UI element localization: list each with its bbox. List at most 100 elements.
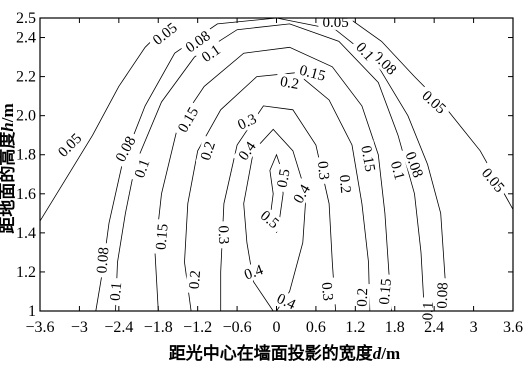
- contour-label-group: 0.2: [353, 283, 372, 311]
- y-axis-ticks: 1 1.2 1.4 1.6 1.8 2.0 2.2 2.4 2.5: [16, 10, 513, 320]
- y-tick-label: 2.5: [16, 10, 36, 27]
- contour-label-group: 0.08: [433, 277, 452, 313]
- contour-label-group: 0.3: [318, 277, 337, 306]
- contour-label-backdrop: [353, 283, 371, 311]
- contour-label: 0.2: [187, 270, 205, 290]
- contour-label-backdrop: [336, 169, 355, 199]
- x-tick-label: 0.6: [306, 319, 326, 336]
- contour-label-backdrop: [318, 277, 337, 306]
- contour-label-backdrop: [238, 259, 269, 285]
- y-tick-label: 2.2: [16, 69, 36, 86]
- contour-label: 0.4: [242, 262, 266, 284]
- contour-label: 0.2: [198, 140, 219, 163]
- x-tick-label: 1.8: [385, 319, 405, 336]
- contour-label-group: 0.05: [318, 13, 353, 31]
- y-tick-label: 1.4: [16, 225, 36, 242]
- contour-label-backdrop: [51, 127, 88, 163]
- contour-label-backdrop: [314, 156, 333, 185]
- contour-label-group: 0.05: [51, 127, 88, 163]
- contour-label: 0.2: [336, 174, 354, 194]
- contour-label-group: 0.1: [106, 277, 126, 306]
- y-tick-label: 1: [28, 303, 36, 320]
- contour-label-group: 0.1: [386, 155, 410, 186]
- contour-label-group: 0.5: [272, 163, 294, 193]
- x-tick-label: −2.4: [104, 319, 133, 336]
- contour-label-group: 0.2: [185, 265, 205, 294]
- contour-label: 0.1: [387, 160, 407, 182]
- contour-label-backdrop: [215, 221, 233, 249]
- contour-label-backdrop: [287, 178, 316, 210]
- contour-label: 0.08: [435, 282, 452, 309]
- contour-label: 0.15: [153, 223, 171, 251]
- x-tick-label: 0: [273, 319, 281, 336]
- contour-line-0-2: [184, 72, 371, 312]
- contour-label-backdrop: [416, 84, 453, 120]
- contour-label-group: 0.15: [357, 140, 380, 177]
- contour-label-backdrop: [232, 135, 262, 167]
- contour-label-backdrop: [350, 35, 381, 67]
- contour-label-backdrop: [146, 16, 184, 51]
- contour-label-group: 0.3: [314, 156, 333, 185]
- contour-line-0-15: [154, 46, 392, 312]
- contour-label-backdrop: [185, 265, 204, 294]
- contour-label: 0.2: [355, 288, 372, 307]
- contour-label-group: 0.2: [336, 169, 355, 199]
- contour-label: 0.4: [274, 291, 298, 314]
- contour-label: 0.15: [377, 278, 395, 306]
- contour-line-0-3: [220, 105, 336, 312]
- contour-label: 0.08: [94, 247, 112, 275]
- x-axis-title: 距光中心在墙面投影的宽度d/m: [169, 343, 400, 363]
- contour-label-group: 0.15: [172, 100, 204, 139]
- contour-label-group: 0.2: [195, 135, 220, 167]
- contour-label: 0.5: [275, 168, 294, 189]
- contour-label-backdrop: [254, 204, 286, 234]
- y-tick-label: 2.4: [16, 30, 36, 47]
- x-tick-label: −1.2: [183, 319, 212, 336]
- contour-label-group: 0.2: [275, 72, 305, 93]
- y-tick-label: 2.0: [16, 108, 36, 125]
- contour-label-group: 0.05: [416, 84, 453, 120]
- contour-label-backdrop: [195, 135, 220, 167]
- contour-lines: [39, 17, 514, 312]
- contour-label-group: 0.08: [401, 145, 428, 184]
- x-axis-ticks: −3.6 −3 −2.4 −1.8 −1.2 −0.6 0 0.6 1.2 1.8 2.4 3 3.6: [25, 18, 523, 336]
- contour-line-0-1: [115, 23, 425, 312]
- contour-label-backdrop: [375, 273, 395, 310]
- contour-label-group: 0.3: [215, 221, 233, 249]
- contour-label: 0.15: [357, 144, 377, 173]
- contour-label: 0.3: [235, 111, 259, 133]
- x-tick-label: 3: [470, 319, 478, 336]
- contour-label-group: 0.4: [238, 259, 269, 285]
- contour-label-backdrop: [152, 218, 171, 255]
- contour-label-group: 0.08: [92, 242, 113, 279]
- contour-label-backdrop: [357, 140, 380, 177]
- contour-label-group: 0.15: [293, 60, 332, 85]
- y-tick-label: 1.6: [16, 186, 36, 203]
- contour-label-group: 0.15: [152, 218, 172, 255]
- contour-line-0-4: [243, 128, 307, 312]
- contour-label-backdrop: [129, 153, 154, 184]
- contour-label-group: 0.5: [254, 204, 286, 234]
- contour-label-backdrop: [172, 100, 204, 139]
- contour-labels: 0.05 0.050.050.050.050.080.080.080.080.08…: [51, 13, 511, 325]
- contour-label-backdrop: [106, 277, 125, 306]
- x-tick-label: 1.2: [345, 319, 365, 336]
- contour-label-group: 0.05: [476, 161, 511, 199]
- contour-label: 0.2: [279, 74, 300, 93]
- contour-label: 0.1: [108, 282, 126, 302]
- contour-label-backdrop: [433, 277, 451, 313]
- y-tick-label: 1.8: [16, 147, 36, 164]
- contour-label-backdrop: [195, 38, 227, 68]
- contour-label: 0.05: [322, 15, 348, 31]
- contour-label-backdrop: [270, 288, 302, 315]
- contour-label-group: 0.4: [232, 135, 262, 167]
- contour-label-backdrop: [401, 145, 428, 184]
- contour-label-backdrop: [231, 108, 263, 135]
- contour-label-group: 0.15: [375, 273, 395, 310]
- contour-label-backdrop: [386, 155, 410, 186]
- contour-label-backdrop: [275, 72, 305, 93]
- contour-label-group: 0.3: [231, 108, 263, 135]
- contour-label-backdrop: [272, 163, 294, 193]
- plot-frame: [39, 17, 514, 312]
